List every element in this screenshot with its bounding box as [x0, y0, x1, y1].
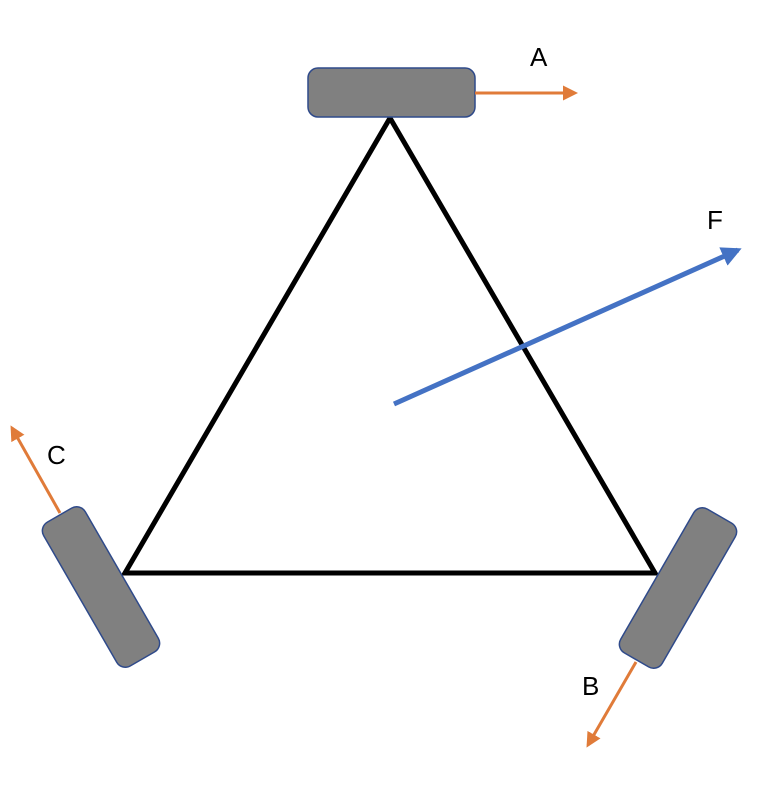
label-f: F [707, 205, 723, 235]
label-a: A [530, 42, 548, 72]
force-arrow-c [10, 425, 62, 514]
triangle-frame [120, 113, 660, 576]
label-c: C [47, 440, 66, 470]
wheel-c [41, 506, 161, 668]
wheel-a [307, 67, 476, 118]
wheel-b [618, 507, 738, 669]
net-force-arrow-f [392, 247, 742, 407]
label-b: B [582, 671, 599, 701]
force-arrow-b [586, 661, 638, 748]
